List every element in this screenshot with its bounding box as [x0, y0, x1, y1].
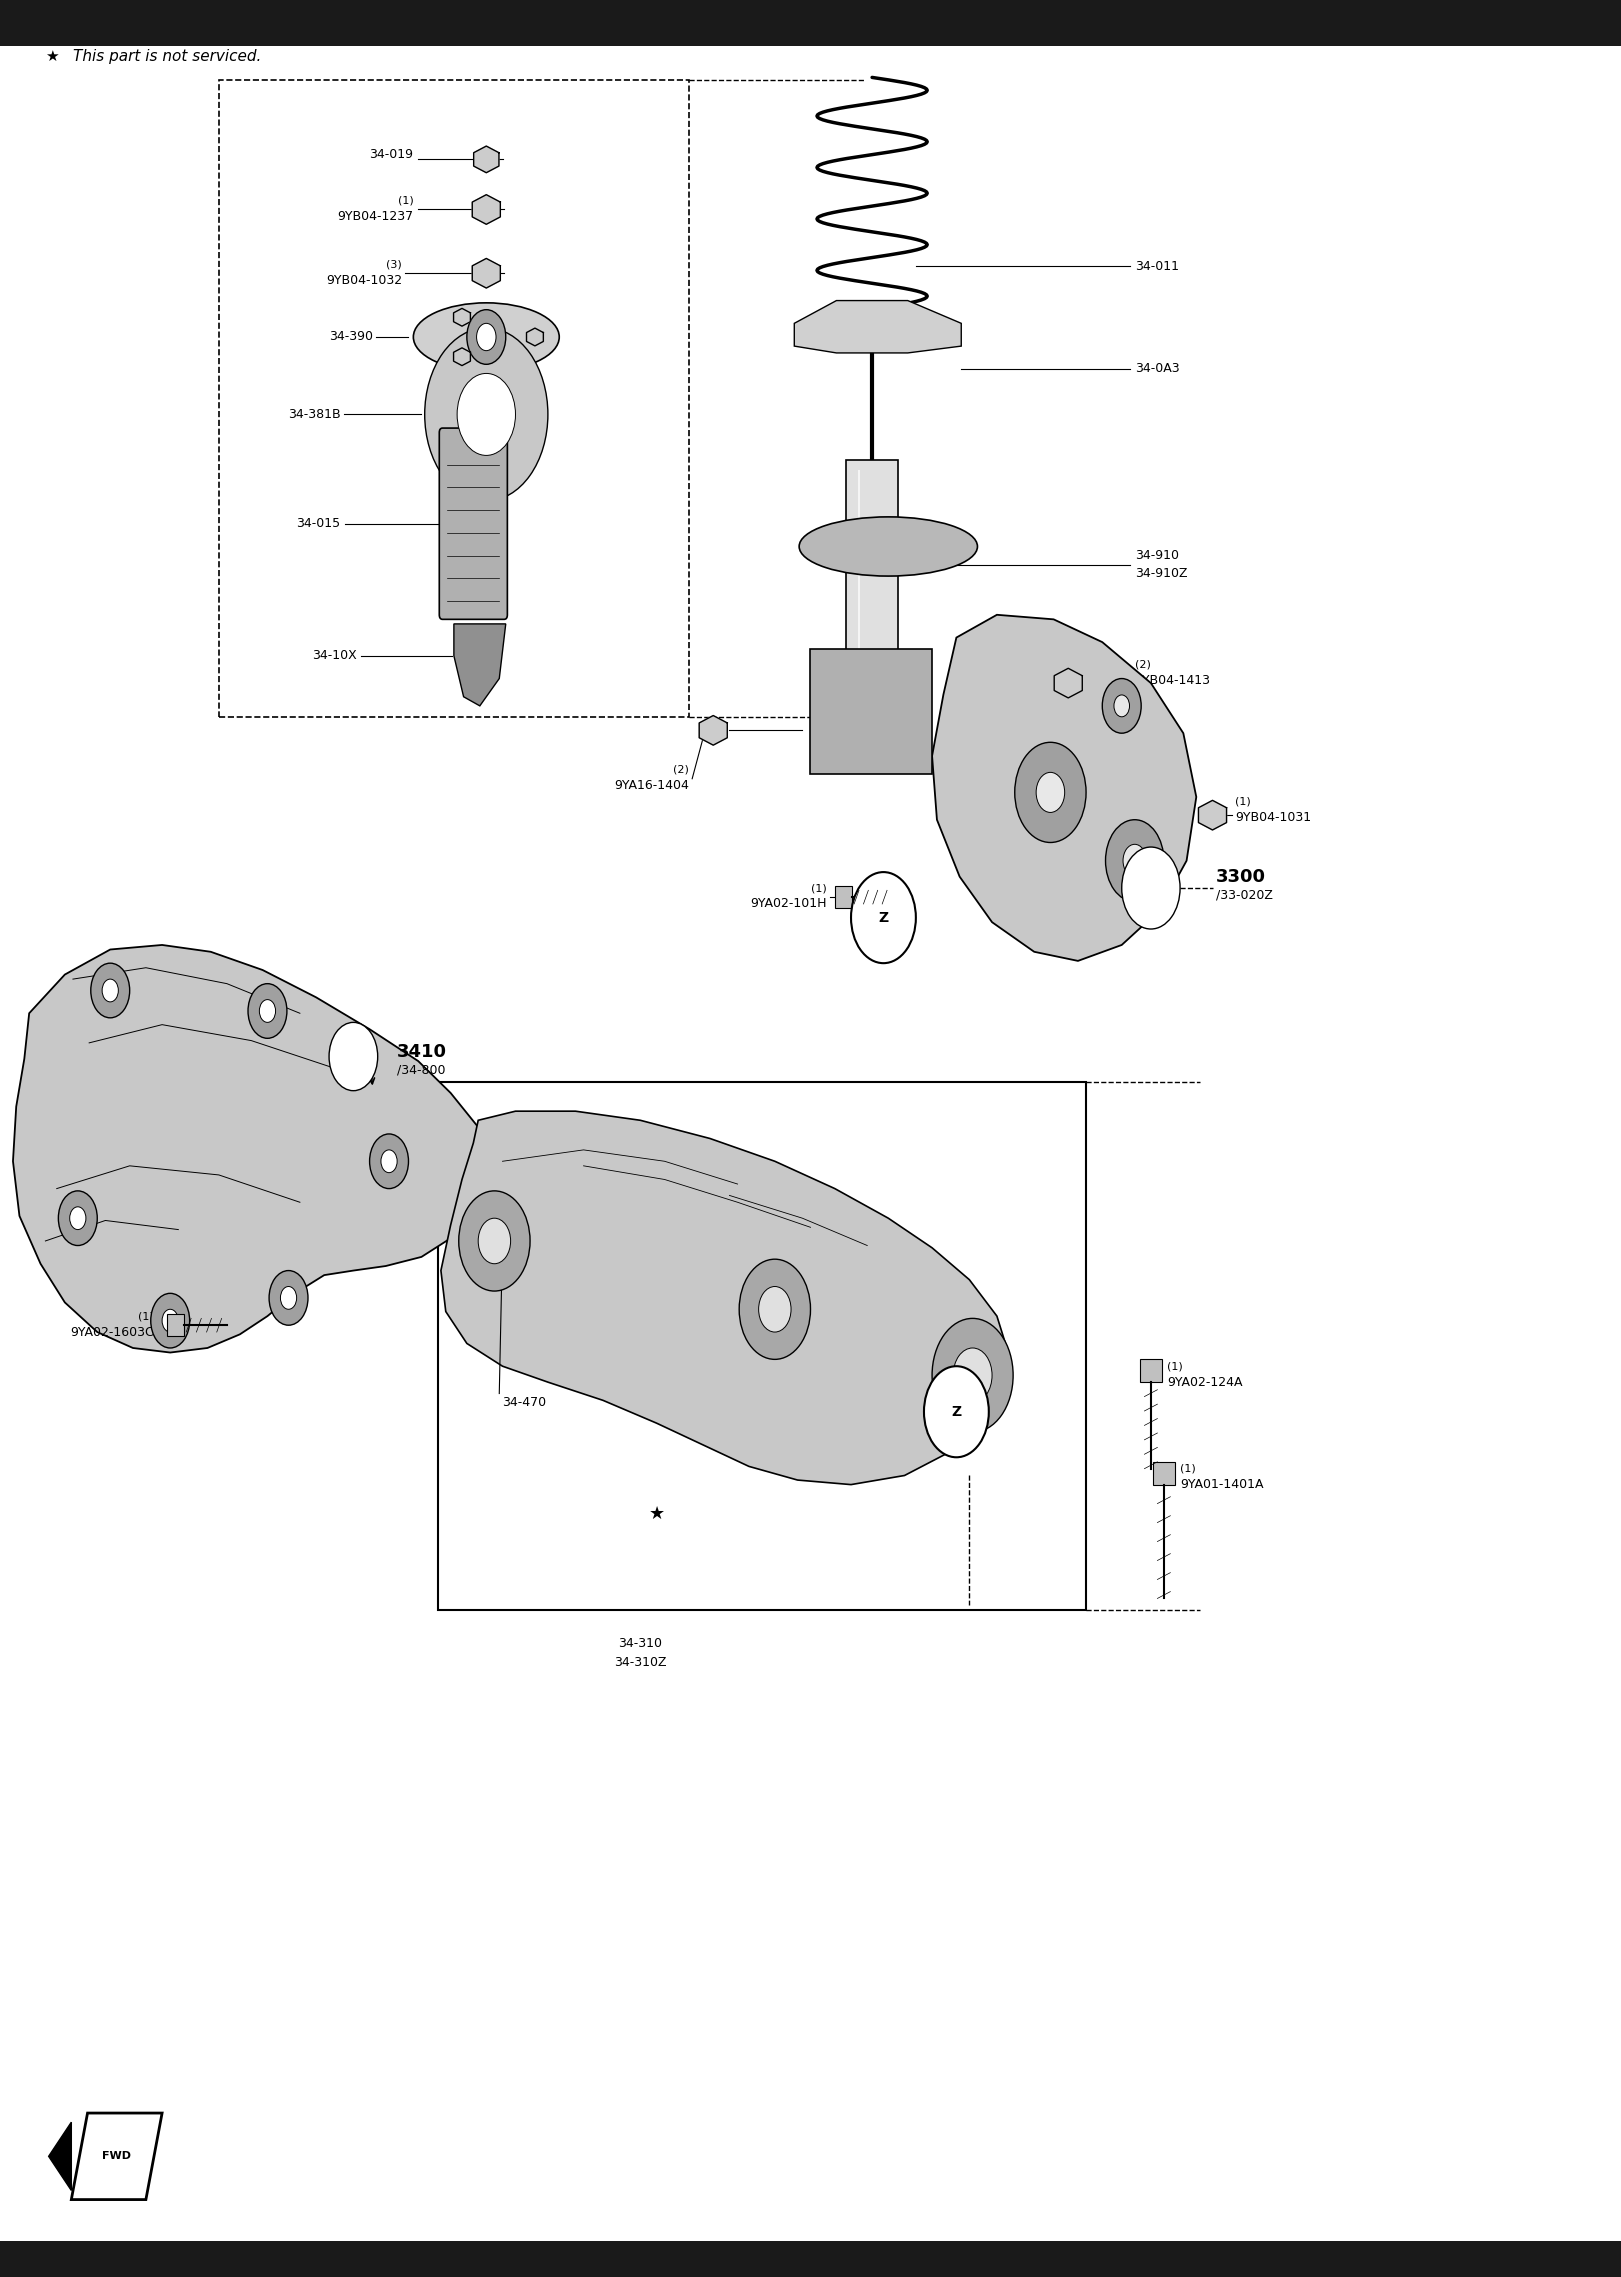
FancyBboxPatch shape: [439, 428, 507, 619]
Circle shape: [953, 1348, 992, 1403]
Text: 9YB04-1031: 9YB04-1031: [1235, 811, 1311, 824]
Circle shape: [102, 979, 118, 1002]
Circle shape: [478, 1218, 511, 1264]
Text: (1): (1): [1235, 797, 1251, 806]
Text: 34-019: 34-019: [370, 148, 413, 162]
Circle shape: [280, 1287, 297, 1309]
Polygon shape: [794, 301, 961, 353]
Circle shape: [58, 1191, 97, 1246]
Polygon shape: [932, 615, 1196, 961]
Circle shape: [1106, 820, 1164, 902]
Text: 9YA02-101H: 9YA02-101H: [751, 897, 827, 911]
Circle shape: [91, 963, 130, 1018]
Circle shape: [459, 1191, 530, 1291]
Text: (1): (1): [810, 883, 827, 893]
Circle shape: [259, 1000, 276, 1022]
Circle shape: [151, 1293, 190, 1348]
Circle shape: [1123, 845, 1146, 877]
Text: 34-10X: 34-10X: [311, 649, 357, 663]
Text: (1): (1): [397, 196, 413, 205]
Circle shape: [1114, 694, 1130, 717]
Text: (1): (1): [1167, 1362, 1183, 1371]
Circle shape: [269, 1271, 308, 1325]
Circle shape: [425, 328, 548, 501]
Circle shape: [70, 1207, 86, 1230]
Text: /33-020Z: /33-020Z: [1216, 888, 1272, 902]
FancyBboxPatch shape: [810, 649, 932, 774]
Text: 34-310: 34-310: [618, 1637, 663, 1651]
Text: 3300: 3300: [1216, 868, 1266, 886]
Circle shape: [932, 1318, 1013, 1432]
FancyBboxPatch shape: [835, 886, 851, 909]
Polygon shape: [454, 307, 470, 326]
Circle shape: [851, 872, 916, 963]
Circle shape: [457, 373, 515, 455]
Text: 9YA02-1603C: 9YA02-1603C: [70, 1325, 154, 1339]
Text: ★: ★: [648, 1505, 665, 1523]
Text: 34-0A3: 34-0A3: [1135, 362, 1180, 376]
Polygon shape: [454, 348, 470, 367]
Polygon shape: [472, 260, 501, 287]
Polygon shape: [527, 328, 543, 346]
Text: 9YB04-1032: 9YB04-1032: [326, 273, 402, 287]
Text: Z: Z: [952, 1405, 961, 1419]
Circle shape: [162, 1309, 178, 1332]
Ellipse shape: [413, 303, 559, 371]
Text: 34-910Z: 34-910Z: [1135, 567, 1187, 581]
Text: /34-800: /34-800: [397, 1063, 446, 1077]
Text: 9YA01-1401A: 9YA01-1401A: [1180, 1478, 1264, 1491]
Text: ★: ★: [45, 50, 58, 64]
Circle shape: [759, 1287, 791, 1332]
Text: Z: Z: [879, 911, 888, 924]
Text: 34-470: 34-470: [503, 1396, 546, 1409]
Polygon shape: [1198, 802, 1227, 829]
Polygon shape: [1054, 669, 1083, 697]
FancyBboxPatch shape: [167, 1314, 183, 1337]
Circle shape: [370, 1134, 408, 1189]
Circle shape: [1102, 679, 1141, 733]
Circle shape: [381, 1150, 397, 1173]
Text: 34-011: 34-011: [1135, 260, 1178, 273]
Text: (3): (3): [386, 260, 402, 269]
Text: (2): (2): [1135, 660, 1151, 669]
Text: FWD: FWD: [102, 2152, 131, 2161]
Polygon shape: [13, 945, 490, 1353]
Polygon shape: [473, 146, 499, 173]
FancyBboxPatch shape: [0, 2241, 1621, 2277]
Text: 9YA16-1404: 9YA16-1404: [614, 779, 689, 792]
Text: 9YB04-1413: 9YB04-1413: [1135, 674, 1211, 688]
Circle shape: [467, 310, 506, 364]
Polygon shape: [454, 624, 506, 706]
Text: 9YB04-1237: 9YB04-1237: [337, 209, 413, 223]
Circle shape: [739, 1259, 810, 1359]
Text: (1): (1): [138, 1312, 154, 1321]
Circle shape: [248, 984, 287, 1038]
Text: 34-910: 34-910: [1135, 549, 1178, 562]
Text: This part is not serviced.: This part is not serviced.: [73, 50, 261, 64]
FancyBboxPatch shape: [846, 460, 898, 729]
FancyBboxPatch shape: [0, 0, 1621, 46]
Circle shape: [1122, 847, 1180, 929]
Text: 34-015: 34-015: [297, 517, 340, 531]
Text: 34-381B: 34-381B: [289, 408, 340, 421]
Text: 3410: 3410: [397, 1043, 447, 1061]
Text: 34-310Z: 34-310Z: [614, 1655, 666, 1669]
Text: (1): (1): [1180, 1464, 1196, 1473]
Circle shape: [1015, 742, 1086, 842]
Polygon shape: [699, 715, 728, 745]
Circle shape: [1036, 772, 1065, 813]
Circle shape: [924, 1366, 989, 1457]
Text: (2): (2): [673, 765, 689, 774]
Polygon shape: [49, 2122, 71, 2190]
Polygon shape: [441, 1111, 1008, 1485]
FancyBboxPatch shape: [1153, 1462, 1175, 1485]
Ellipse shape: [799, 517, 977, 576]
Circle shape: [329, 1022, 378, 1091]
Circle shape: [477, 323, 496, 351]
Polygon shape: [71, 2113, 162, 2200]
FancyBboxPatch shape: [1140, 1359, 1162, 1382]
Polygon shape: [472, 196, 501, 223]
Text: 9YA02-124A: 9YA02-124A: [1167, 1375, 1243, 1389]
Text: 34-390: 34-390: [329, 330, 373, 344]
